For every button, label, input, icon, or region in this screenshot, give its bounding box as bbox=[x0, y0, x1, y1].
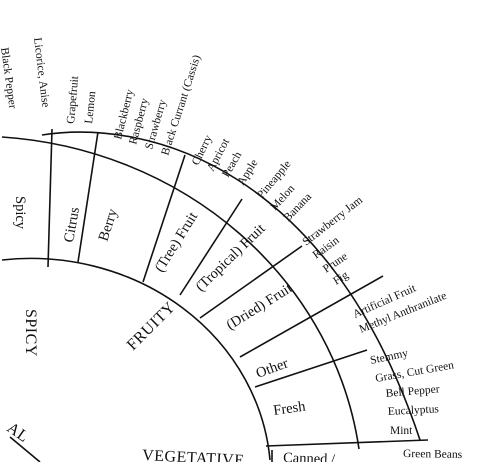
descriptor-grapefruit: Grapefruit bbox=[65, 75, 81, 125]
category-vegetative-label: VEGETATIVE bbox=[142, 447, 245, 462]
subcategory-fresh-label: Fresh bbox=[272, 399, 307, 419]
inner-ring-arc bbox=[1, 257, 271, 461]
divider-fresh-canned bbox=[265, 439, 429, 447]
subcategory-spicy-label: Spicy bbox=[12, 196, 28, 230]
category-fruity-label: FRUITY bbox=[124, 299, 179, 354]
descriptor-eucalyptus: Eucalyptus bbox=[388, 403, 440, 418]
descriptor-black-pepper: Black Pepper bbox=[0, 47, 19, 110]
divider-dried-other bbox=[239, 275, 384, 358]
divider-tree-tropical bbox=[179, 198, 243, 296]
subcategory-canned-label: Canned / bbox=[283, 450, 336, 462]
category-floral-label: AL bbox=[4, 419, 32, 446]
descriptor-licorice-anise: Licorice, Anise bbox=[31, 37, 51, 108]
subcategory-tree-fruit-label: (Tree) Fruit bbox=[152, 209, 201, 275]
descriptor-bell-pepper: Bell Pepper bbox=[385, 383, 440, 400]
subcategory-dried-fruit-label: (Dried) Fruit bbox=[224, 280, 296, 333]
divider-fruity-vegetative bbox=[9, 436, 41, 462]
divider-berry-tree bbox=[142, 154, 186, 283]
descriptor-green-beans: Green Beans bbox=[403, 448, 463, 461]
descriptor-lemon: Lemon bbox=[83, 90, 98, 124]
divider-other-fresh bbox=[254, 349, 368, 388]
category-spicy-label: SPICY bbox=[22, 309, 39, 357]
divider-citrus-berry bbox=[77, 131, 99, 263]
divider-tropical-dried bbox=[199, 245, 303, 319]
subcategory-berry-label: Berry bbox=[96, 206, 122, 243]
middle-ring-arc bbox=[1, 136, 360, 450]
descriptor-mint: Mint bbox=[390, 425, 413, 437]
subcategory-citrus-label: Citrus bbox=[61, 206, 83, 244]
divider-spicy-fruity bbox=[47, 128, 53, 268]
outer-ring-arc bbox=[41, 131, 421, 441]
